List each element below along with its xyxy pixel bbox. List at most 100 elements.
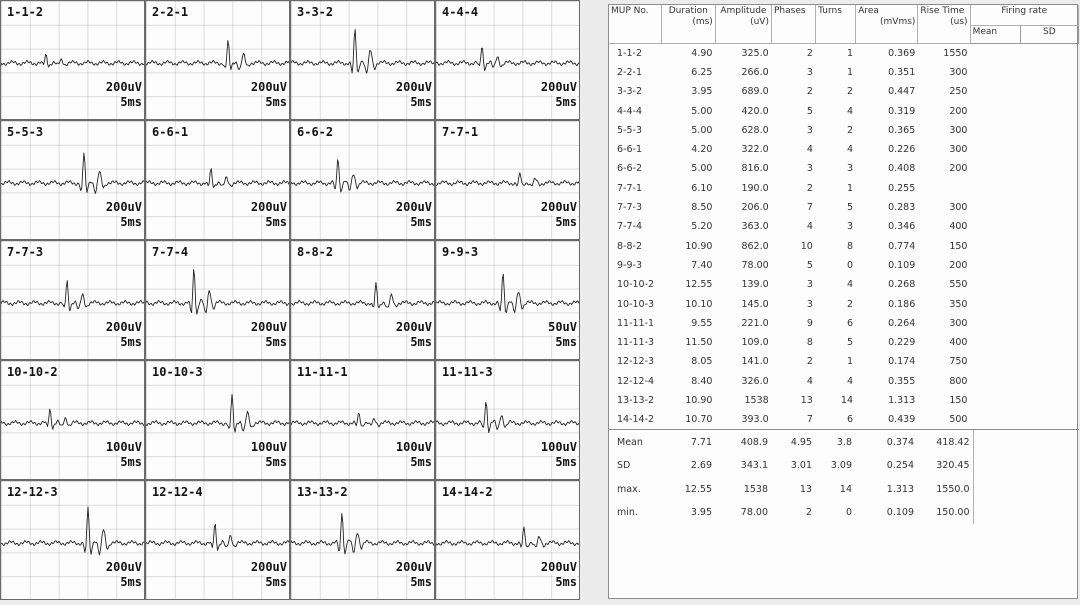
summary-row[interactable]: Mean 7.71 408.9 4.95 3.8 0.374 418.42: [609, 430, 973, 454]
col-header-area[interactable]: Area (mVms): [855, 5, 919, 44]
table-cell: 816.0: [741, 163, 769, 175]
table-row[interactable]: 12-12-3 8.05 141.0 2 1 0.174 750: [609, 352, 1079, 371]
table-cell: 5: [846, 337, 854, 349]
amplitude-scale-label: 200uV: [105, 200, 142, 214]
waveform-cell[interactable]: 8-8-2 200uV 5ms: [290, 240, 435, 360]
table-cell: 5.00: [691, 105, 713, 117]
waveform-cell[interactable]: 11-11-1 100uV 5ms: [290, 360, 435, 480]
waveform-cell[interactable]: 7-7-3 200uV 5ms: [0, 240, 145, 360]
table-cell: 150.00: [936, 507, 970, 519]
table-row[interactable]: 6-6-2 5.00 816.0 3 3 0.408 200: [609, 159, 1079, 178]
col-header-turns[interactable]: Turns: [815, 5, 857, 44]
waveform-cell[interactable]: 10-10-3 100uV 5ms: [145, 360, 290, 480]
col-header-amplitude[interactable]: Amplitude (uV): [715, 5, 772, 44]
waveform-cell[interactable]: 6-6-1 200uV 5ms: [145, 120, 290, 240]
table-cell: 141.0: [741, 356, 769, 368]
table-row[interactable]: 7-7-1 6.10 190.0 2 1 0.255: [609, 179, 1079, 198]
time-scale-label: 5ms: [410, 215, 432, 229]
table-cell-empty: [1021, 159, 1079, 178]
waveform-cell[interactable]: 12-12-4 200uV 5ms: [145, 480, 290, 600]
table-cell: 3: [846, 163, 854, 175]
time-scale-label: 5ms: [555, 575, 577, 589]
waveform-cell[interactable]: 12-12-3 200uV 5ms: [0, 480, 145, 600]
table-cell: 0.174: [888, 356, 916, 368]
waveform-cell[interactable]: 10-10-2 100uV 5ms: [0, 360, 145, 480]
table-cell: 1-1-2: [617, 47, 642, 59]
waveform-label: 11-11-3: [442, 365, 493, 379]
summary-row[interactable]: min. 3.95 78.00 2 0 0.109 150.00: [609, 501, 973, 525]
waveform-cell[interactable]: 5-5-3 200uV 5ms: [0, 120, 145, 240]
table-row[interactable]: 3-3-2 3.95 689.0 2 2 0.447 250: [609, 82, 1079, 101]
waveform-cell[interactable]: 3-3-2 200uV 5ms: [290, 0, 435, 120]
waveform-label: 6-6-2: [297, 125, 334, 139]
waveform-trace: [436, 526, 579, 548]
amplitude-scale-label: 100uV: [395, 440, 432, 454]
table-cell-empty: [970, 140, 1020, 159]
table-cell: 0.447: [888, 86, 916, 98]
table-cell-empty: [970, 159, 1020, 178]
table-row[interactable]: 11-11-3 11.50 109.0 8 5 0.229 400: [609, 333, 1079, 352]
table-row[interactable]: 9-9-3 7.40 78.00 5 0 0.109 200: [609, 256, 1079, 275]
waveform-cell[interactable]: 4-4-4 200uV 5ms: [435, 0, 580, 120]
table-row[interactable]: 10-10-2 12.55 139.0 3 4 0.268 550: [609, 275, 1079, 294]
table-row[interactable]: 13-13-2 10.90 1538 13 14 1.313 150: [609, 391, 1079, 410]
col-header-firing-mean[interactable]: Mean: [969, 24, 1021, 44]
table-cell-empty: [970, 352, 1020, 371]
waveform-label: 7-7-3: [7, 245, 44, 259]
table-row[interactable]: 7-7-3 8.50 206.0 7 5 0.283 300: [609, 198, 1079, 217]
table-row[interactable]: 8-8-2 10.90 862.0 10 8 0.774 150: [609, 236, 1079, 255]
table-cell: 6.25: [691, 66, 713, 78]
table-row[interactable]: 5-5-3 5.00 628.0 3 2 0.365 300: [609, 121, 1079, 140]
table-row[interactable]: 1-1-2 4.90 325.0 2 1 0.369 1550: [609, 44, 1079, 63]
table-cell-empty: [970, 44, 1020, 63]
table-row[interactable]: 11-11-1 9.55 221.0 9 6 0.264 300: [609, 314, 1079, 333]
table-cell: 1: [846, 47, 854, 59]
waveform-cell[interactable]: 7-7-1 200uV 5ms: [435, 120, 580, 240]
table-cell: 7-7-1: [617, 182, 642, 194]
time-scale-label: 5ms: [265, 455, 287, 469]
time-scale-label: 5ms: [120, 215, 142, 229]
waveform-trace: [1, 408, 144, 430]
amplitude-scale-label: 200uV: [395, 200, 432, 214]
table-cell: 4: [806, 144, 813, 156]
table-row[interactable]: 4-4-4 5.00 420.0 5 4 0.319 200: [609, 101, 1079, 120]
table-cell: 7.71: [690, 436, 712, 448]
table-row[interactable]: 2-2-1 6.25 266.0 3 1 0.351 300: [609, 63, 1079, 82]
col-header-phases[interactable]: Phases: [771, 5, 817, 44]
table-row[interactable]: 6-6-1 4.20 322.0 4 4 0.226 300: [609, 140, 1079, 159]
table-row[interactable]: 14-14-2 10.70 393.0 7 6 0.439 500: [609, 410, 1079, 430]
table-cell: 418.42: [936, 436, 970, 448]
table-cell: 4: [846, 375, 854, 387]
amplitude-scale-label: 50uV: [548, 320, 577, 334]
waveform-cell[interactable]: 1-1-2 200uV 5ms: [0, 0, 145, 120]
table-cell: 300: [949, 144, 968, 156]
waveform-cell[interactable]: 14-14-2 200uV 5ms: [435, 480, 580, 600]
col-header-duration[interactable]: Duration (ms): [661, 5, 716, 44]
table-cell: 0: [846, 259, 854, 271]
table-cell: 5: [846, 202, 854, 214]
col-header-firing-sd[interactable]: SD: [1019, 24, 1080, 44]
table-cell: 11-11-1: [617, 317, 655, 329]
table-row[interactable]: 7-7-4 5.20 363.0 4 3 0.346 400: [609, 217, 1079, 236]
summary-row[interactable]: max. 12.55 1538 13 14 1.313 1550.0: [609, 477, 973, 501]
table-row[interactable]: 10-10-3 10.10 145.0 3 2 0.186 350: [609, 294, 1079, 313]
waveform-cell[interactable]: 9-9-3 50uV 5ms: [435, 240, 580, 360]
col-header-mup[interactable]: MUP No.: [609, 5, 662, 44]
table-cell: 5: [806, 259, 813, 271]
waveform-cell[interactable]: 13-13-2 200uV 5ms: [290, 480, 435, 600]
waveform-trace: [291, 29, 434, 74]
col-header-firing-rate[interactable]: Firing rate: [970, 5, 1080, 26]
waveform-cell[interactable]: 11-11-3 100uV 5ms: [435, 360, 580, 480]
summary-row[interactable]: SD 2.69 343.1 3.01 3.09 0.254 320.45: [609, 454, 973, 478]
table-row[interactable]: 12-12-4 8.40 326.0 4 4 0.355 800: [609, 372, 1079, 391]
table-cell: 8.40: [691, 375, 713, 387]
table-cell: 2: [806, 182, 813, 194]
waveform-cell[interactable]: 2-2-1 200uV 5ms: [145, 0, 290, 120]
table-cell: 150: [949, 394, 968, 406]
col-header-rise-time[interactable]: Rise Time (us): [917, 5, 971, 44]
waveform-cell[interactable]: 6-6-2 200uV 5ms: [290, 120, 435, 240]
table-cell: 3: [806, 279, 813, 291]
table-cell: 4-4-4: [617, 105, 642, 117]
waveform-cell[interactable]: 7-7-4 200uV 5ms: [145, 240, 290, 360]
waveform-trace: [146, 523, 289, 551]
